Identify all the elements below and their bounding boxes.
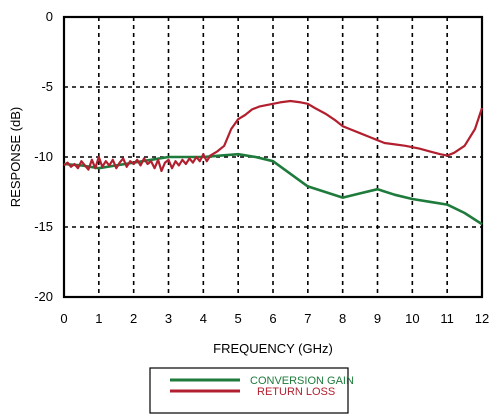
- x-tick-label: 0: [60, 311, 67, 326]
- x-axis-label: FREQUENCY (GHz): [213, 341, 333, 356]
- y-tick-label: -15: [34, 219, 53, 234]
- x-tick-label: 8: [339, 311, 346, 326]
- grid: [64, 17, 482, 297]
- plot-frame: [62, 15, 484, 299]
- x-tick-label: 12: [475, 311, 489, 326]
- x-tick-label: 10: [405, 311, 419, 326]
- y-tick-labels: 0 -5 -10 -15 -20: [34, 9, 53, 304]
- x-tick-label: 11: [440, 311, 454, 326]
- x-tick-label: 3: [165, 311, 172, 326]
- y-tick-label: -5: [41, 79, 53, 94]
- legend-label-conversion-gain: CONVERSION GAIN: [250, 375, 354, 387]
- series-line-return-loss: [63, 99, 484, 173]
- x-tick-label: 5: [235, 311, 242, 326]
- x-tick-label: 9: [374, 311, 381, 326]
- legend-label-return-loss: RETURN LOSS: [257, 386, 335, 398]
- x-tick-label: 1: [95, 311, 102, 326]
- y-tick-label: -20: [34, 289, 53, 304]
- x-tick-labels: 0 1 2 3 4 5 6 7 8 9 10 11 12: [60, 311, 489, 326]
- legend: CONVERSION GAIN RETURN LOSS: [149, 367, 354, 414]
- x-tick-label: 4: [200, 311, 207, 326]
- x-tick-label: 6: [269, 311, 276, 326]
- series-layer: [63, 99, 484, 226]
- y-tick-label: 0: [46, 9, 53, 24]
- x-tick-label: 7: [304, 311, 311, 326]
- y-tick-label: -10: [34, 149, 53, 164]
- y-axis-label: RESPONSE (dB): [8, 107, 23, 207]
- x-tick-label: 2: [130, 311, 137, 326]
